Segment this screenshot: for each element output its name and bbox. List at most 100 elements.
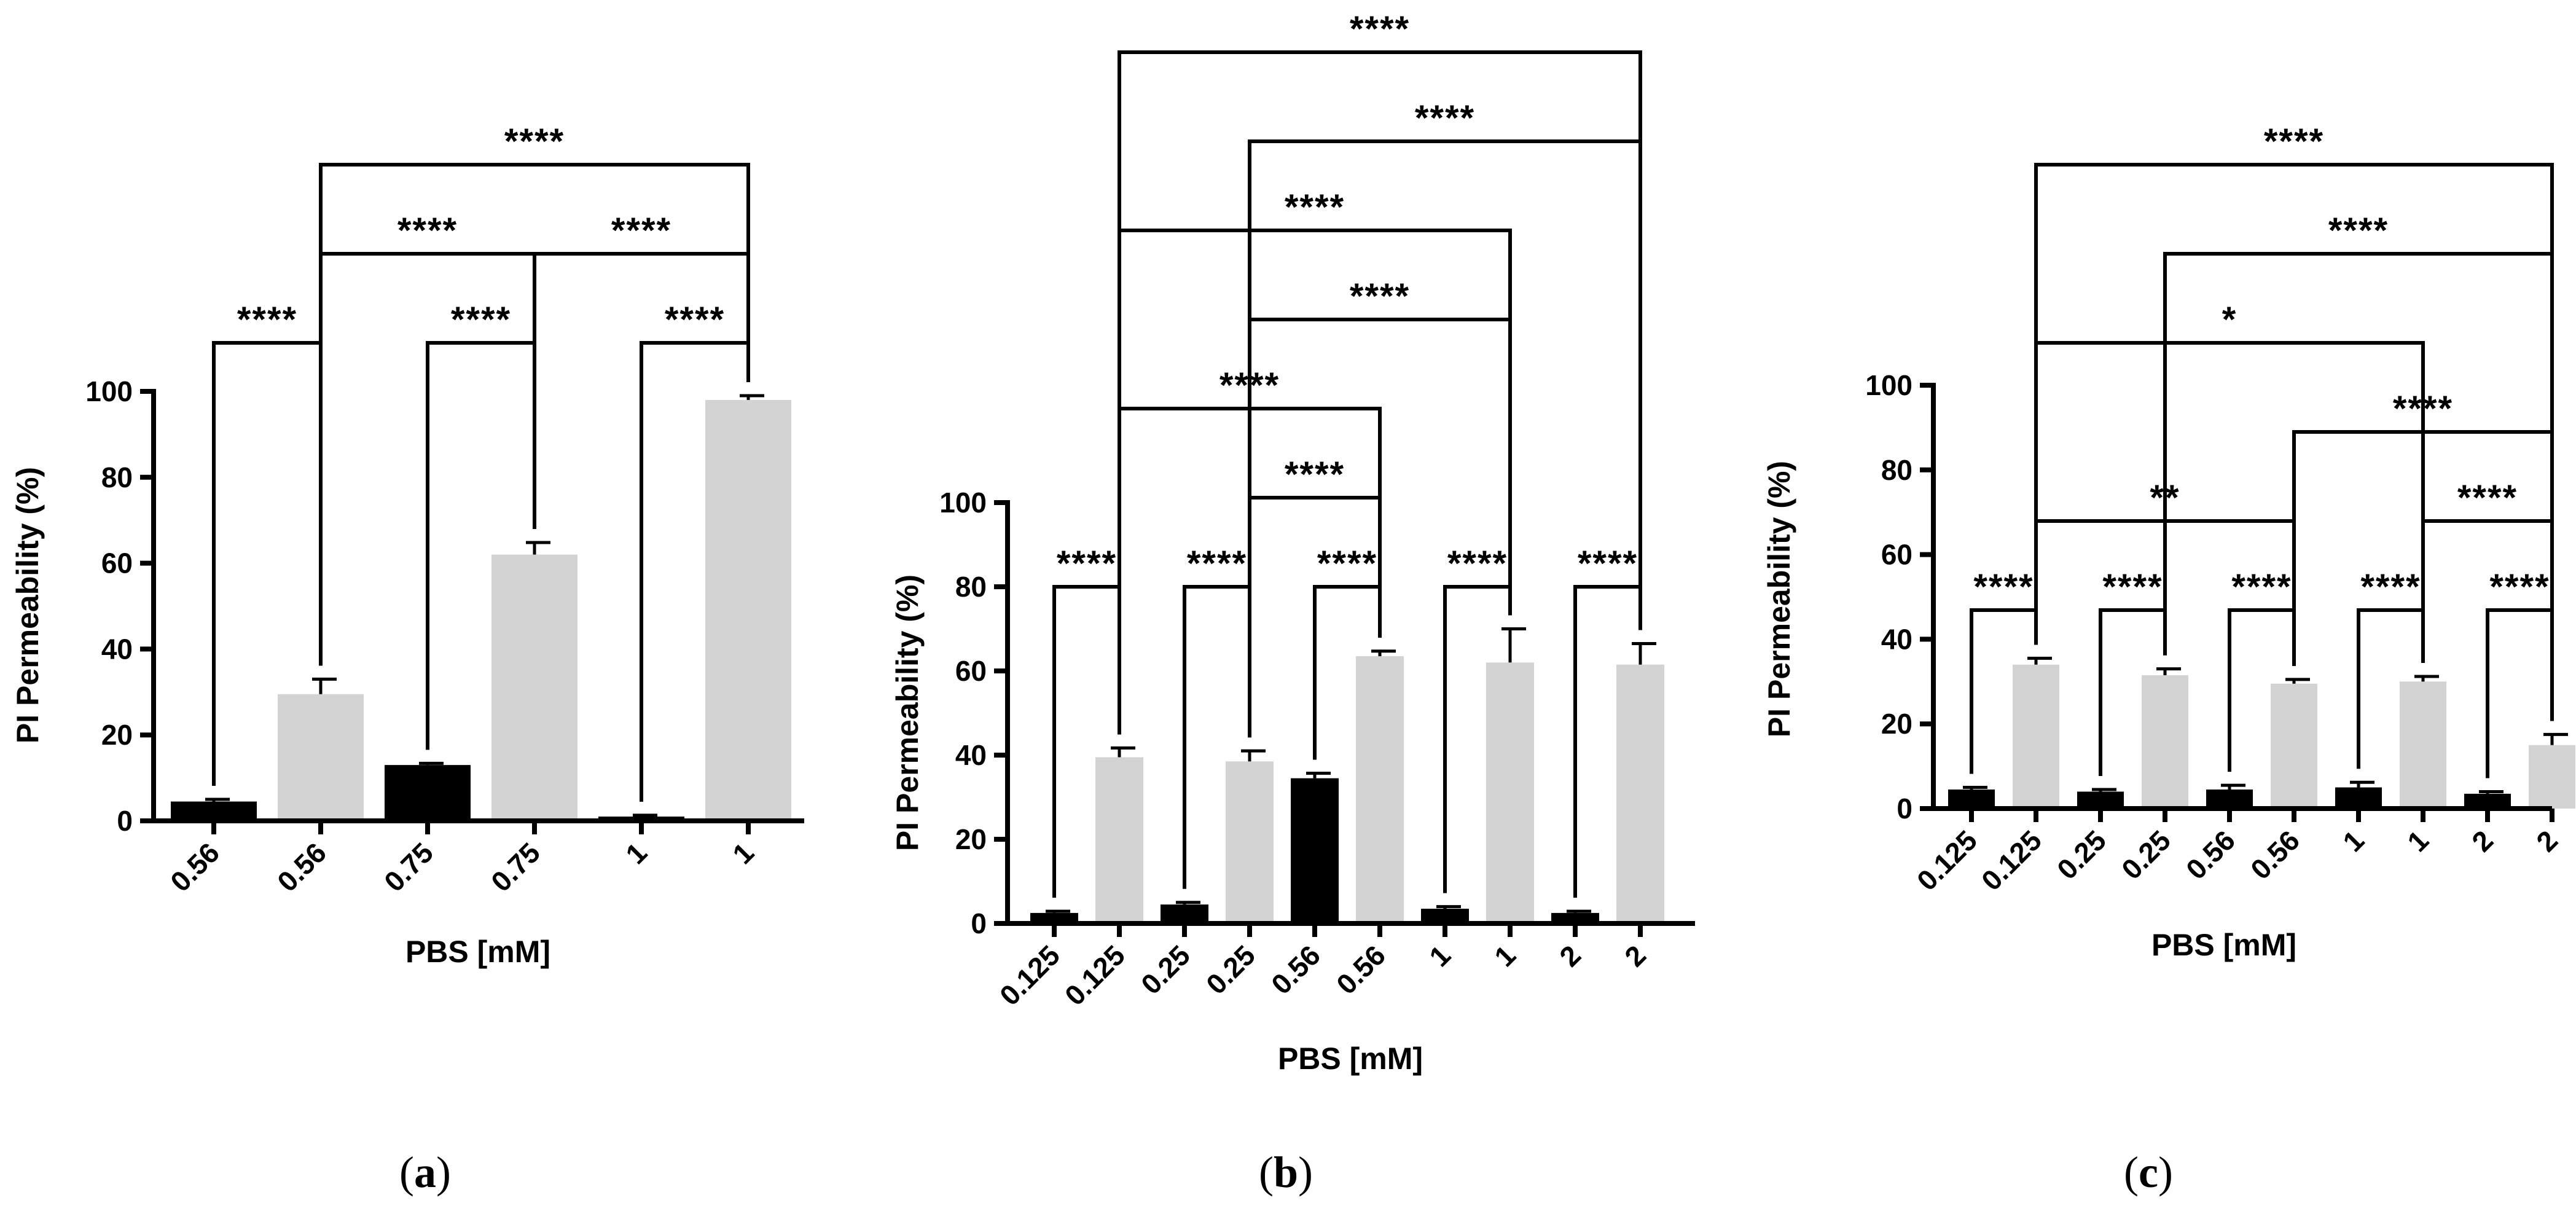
y-tick-label: 60 (955, 655, 987, 687)
y-tick-label: 40 (101, 633, 133, 665)
x-tick-label: 0.75 (378, 836, 439, 898)
significance-label: **** (2360, 567, 2421, 607)
bar-0.56-4 (2206, 789, 2253, 809)
bar-0.125-1 (1095, 757, 1143, 923)
bar-0.75-3 (491, 554, 577, 821)
significance-label: **** (397, 211, 458, 251)
y-tick-label: 60 (101, 547, 133, 579)
significance-bracket (2034, 163, 2554, 721)
bar-2-8 (2464, 793, 2511, 809)
bar-0.125-1 (2013, 664, 2059, 809)
significance-label: **** (1447, 544, 1508, 584)
bar-2-9 (1616, 664, 1664, 923)
significance-label: **** (1057, 544, 1117, 584)
bar-1-6 (2335, 787, 2382, 809)
y-tick-label: 40 (955, 739, 987, 771)
bar-0.75-2 (385, 765, 471, 821)
bar-2-8 (1551, 912, 1599, 923)
y-tick-label: 100 (939, 487, 987, 519)
y-axis-title: PI Permeability (%) (1762, 461, 1796, 737)
x-tick-label: 1 (619, 836, 653, 870)
y-axis-title: PI Permeability (%) (10, 467, 45, 743)
bar-0.56-5 (2271, 683, 2317, 809)
x-tick-label: 0.125 (1059, 939, 1131, 1011)
significance-label: **** (2264, 122, 2324, 162)
y-tick-label: 0 (971, 907, 987, 939)
y-tick-label: 40 (1881, 623, 1912, 655)
y-axis-title: PI Permeability (%) (890, 574, 925, 851)
y-tick-label: 0 (1897, 793, 1912, 825)
significance-label: **** (1187, 544, 1247, 584)
panel-label: (c) (2124, 1148, 2173, 1197)
x-tick-label: 0.56 (164, 836, 225, 898)
significance-label: **** (2102, 567, 2163, 607)
x-tick-label: 0.125 (993, 939, 1066, 1011)
x-tick-label: 2 (2530, 824, 2564, 858)
x-tick-label: 0.25 (1200, 939, 1261, 1000)
significance-label: **** (237, 300, 297, 340)
significance-label: **** (2457, 478, 2518, 518)
x-tick-label: 2 (1618, 939, 1652, 973)
x-tick-label: 0.56 (2180, 824, 2241, 885)
y-tick-label: 100 (85, 375, 133, 407)
significance-label: **** (1350, 9, 1410, 49)
y-tick-label: 20 (955, 823, 987, 855)
x-tick-label: 1 (726, 836, 760, 870)
bar-1-7 (2400, 681, 2446, 809)
significance-bracket (319, 163, 750, 666)
x-tick-label: 0.56 (1330, 939, 1392, 1000)
x-tick-label: 0.125 (1975, 824, 2048, 896)
significance-label: **** (1285, 187, 1345, 227)
bar-0.56-4 (1291, 778, 1339, 923)
bar-1-5 (705, 399, 791, 821)
bar-1-7 (1486, 662, 1534, 923)
chart-panel-a: 0 20 40 60 80 100 0.56 0.56 0.75 0.75 1 1 PI Permeab… (10, 122, 804, 1197)
x-tick-label: 1 (1423, 939, 1457, 973)
y-tick-label: 80 (955, 571, 987, 603)
bar-0.25-2 (1161, 904, 1208, 923)
bar-0.56-0 (171, 801, 257, 821)
x-tick-label: 0.25 (2115, 824, 2177, 885)
x-tick-label: 2 (2465, 824, 2499, 858)
panel-label: (a) (399, 1148, 451, 1197)
significance-label: **** (1285, 455, 1345, 495)
y-tick-label: 60 (1881, 539, 1912, 571)
significance-label: **** (665, 300, 725, 340)
panel-label: (b) (1259, 1148, 1313, 1197)
y-tick-label: 20 (1881, 708, 1912, 740)
x-axis-title: PBS [mM] (405, 935, 550, 969)
significance-label: **** (1415, 98, 1475, 138)
y-tick-label: 80 (101, 461, 133, 493)
significance-label: **** (1317, 544, 1377, 584)
significance-label: **** (2489, 567, 2550, 607)
y-tick-label: 100 (1865, 369, 1912, 401)
significance-label: **** (611, 211, 671, 251)
x-tick-label: 0.75 (485, 836, 546, 898)
x-tick-label: 2 (1553, 939, 1587, 973)
bar-0.25-3 (1226, 761, 1274, 923)
significance-label: **** (504, 122, 565, 162)
x-tick-label: 0.25 (2051, 824, 2112, 885)
bar-0.25-2 (2077, 791, 2124, 809)
significance-label: **** (2231, 567, 2292, 607)
x-tick-label: 0.25 (1135, 939, 1196, 1000)
x-axis-title: PBS [mM] (2151, 928, 2296, 962)
x-tick-label: 1 (2401, 824, 2435, 858)
x-tick-label: 0.56 (2244, 824, 2306, 885)
bar-2-9 (2529, 745, 2575, 809)
significance-label: * (2222, 300, 2237, 340)
significance-label: **** (451, 300, 511, 340)
y-tick-label: 20 (101, 719, 133, 751)
significance-label: **** (1578, 544, 1638, 584)
significance-label: **** (1973, 567, 2034, 607)
significance-bracket (1118, 50, 1642, 735)
x-tick-label: 1 (2336, 824, 2370, 858)
y-tick-label: 80 (1881, 454, 1912, 486)
y-tick-label: 0 (117, 805, 133, 837)
bar-0.56-5 (1356, 656, 1404, 923)
x-tick-label: 0.56 (271, 836, 332, 898)
bar-1-6 (1421, 909, 1469, 923)
significance-label: **** (2328, 211, 2389, 251)
